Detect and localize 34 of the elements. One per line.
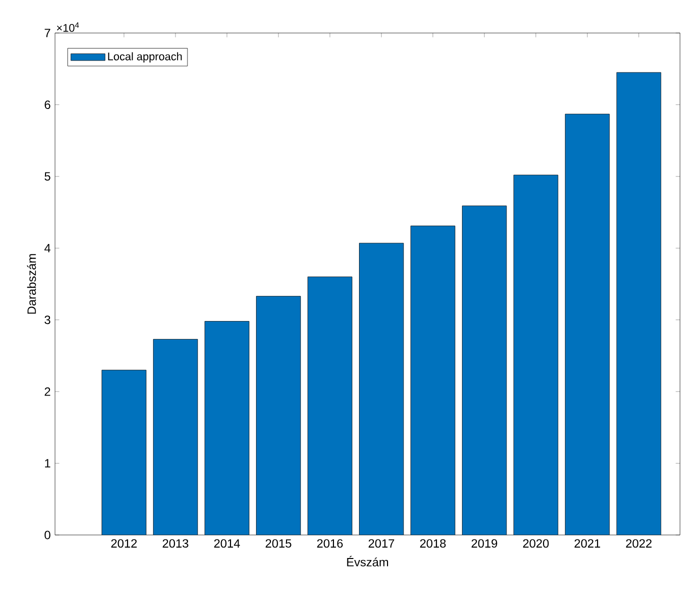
bar — [204, 321, 250, 535]
x-tick-label: 2015 — [266, 539, 292, 548]
x-tick-label: 2012 — [111, 539, 137, 548]
x-tick-label: 2019 — [472, 539, 498, 548]
x-tick-label: 2021 — [574, 539, 600, 548]
bar — [616, 72, 662, 535]
bar — [565, 114, 610, 535]
y-tick-label: 3 — [44, 316, 50, 324]
y-tick-label: 0 — [44, 530, 50, 540]
y-axis-title: Darabszám — [26, 254, 36, 314]
y-tick-label: 6 — [44, 100, 50, 109]
x-tick-label: 2022 — [626, 539, 652, 548]
legend-label: Local approach — [108, 52, 182, 63]
bar — [410, 226, 456, 535]
y-tick-label: 2 — [44, 387, 50, 396]
y-tick-label: 5 — [44, 172, 50, 181]
x-tick-label: 2020 — [523, 539, 549, 548]
bar — [256, 296, 301, 535]
x-tick-label: 2018 — [420, 539, 446, 548]
y-tick-label: 7 — [44, 28, 50, 38]
text: ×10$^{4}$ — [56, 22, 79, 32]
bar — [308, 276, 352, 535]
bar — [102, 370, 146, 535]
bar — [514, 174, 558, 535]
bar — [153, 339, 198, 535]
x-tick-label: 2017 — [368, 539, 394, 548]
bar — [359, 243, 404, 535]
y-tick-label: 1 — [45, 459, 50, 468]
x-axis-title: Évszám — [347, 556, 388, 566]
x-tick-label: 2013 — [162, 539, 188, 548]
bar — [462, 206, 507, 535]
x-tick-label: 2014 — [214, 539, 240, 548]
y-tick-label: 4 — [44, 244, 50, 252]
x-tick-label: 2016 — [317, 539, 343, 548]
